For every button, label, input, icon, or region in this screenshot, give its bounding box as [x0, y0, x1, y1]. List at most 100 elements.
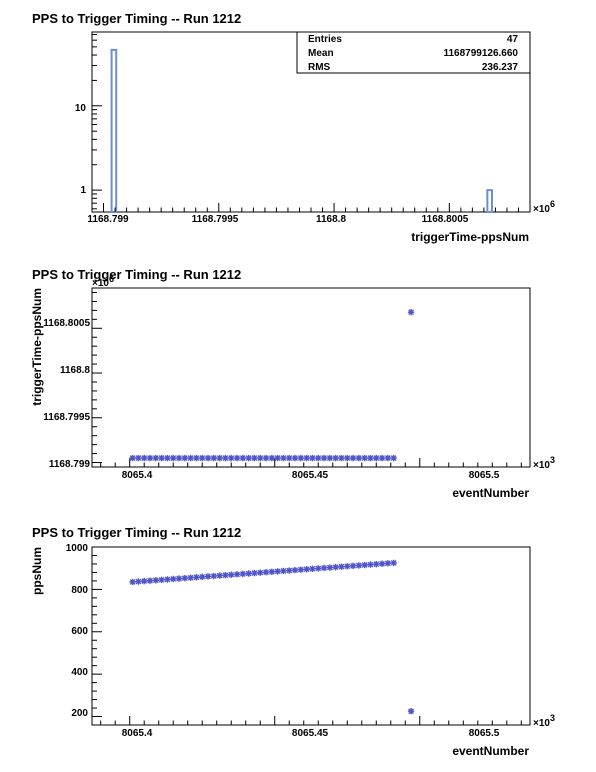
scatter-point — [332, 563, 339, 571]
scatter-point — [326, 564, 334, 571]
scatter-point — [170, 454, 177, 462]
scatter-point — [268, 454, 276, 462]
scatter-point — [286, 567, 293, 574]
scatter-point — [407, 708, 415, 715]
y-tick-label: 10 — [75, 103, 87, 114]
scatter-point — [315, 565, 322, 572]
scatter-point — [373, 560, 380, 568]
y-tick-label: 800 — [71, 585, 88, 596]
y-tick-label: 1168.8005 — [43, 318, 90, 329]
scatter-point — [245, 454, 252, 462]
pps-scatter-svg: PPS to Trigger Timing -- Run 1212 1000 8… — [30, 525, 555, 758]
scatter-point — [338, 563, 345, 570]
y-axis-title: triggerTime-ppsNum — [30, 288, 44, 406]
x-axis-title: triggerTime-ppsNum — [411, 230, 529, 244]
scatter-point — [228, 571, 235, 578]
trigger-time-scatter-svg: PPS to Trigger Timing -- Run 1212 1168.8… — [30, 267, 555, 500]
scatter-point — [309, 454, 316, 462]
scatter-point — [187, 454, 194, 462]
scatter-point — [199, 454, 206, 462]
x-tick-label: 8065.5 — [469, 470, 500, 481]
scatter-point — [146, 454, 154, 462]
scatter-point — [216, 572, 223, 579]
histogram-bar — [110, 48, 118, 214]
scatter-point — [332, 454, 339, 462]
y-axis-multiplier: ×106 — [92, 274, 114, 289]
y-tick-label: 1000 — [66, 543, 89, 554]
scatter-point — [355, 562, 363, 569]
scatter-point — [257, 569, 264, 576]
histogram-pad: PPS to Trigger Timing -- Run 1212 Entrie… — [0, 0, 596, 257]
scatter-point — [286, 454, 293, 462]
scatter-point — [175, 454, 183, 462]
scatter-point — [344, 563, 351, 570]
scatter-point — [239, 570, 247, 578]
scatter-point — [257, 454, 264, 462]
scatter-point — [210, 454, 218, 462]
scatter-point — [216, 454, 223, 462]
x-axis-title: eventNumber — [452, 744, 529, 758]
scatter-point — [193, 454, 200, 462]
scatter-point — [233, 571, 241, 578]
scatter-point — [349, 562, 357, 570]
scatter-point — [222, 571, 229, 579]
scatter-point — [141, 577, 148, 585]
x-axis-multiplier: ×103 — [533, 455, 555, 471]
stats-box: Entries 47 Mean 1168799126.660 RMS 236.2… — [296, 31, 531, 74]
y-axis-title: ppsNum — [30, 547, 44, 595]
scatter-point — [407, 308, 415, 316]
x-tick-label: 8065.5 — [469, 728, 500, 739]
x-tick-label: 8065.4 — [122, 470, 153, 481]
scatter-point — [384, 560, 392, 567]
scatter-point — [309, 565, 316, 573]
scatter-point — [361, 454, 368, 462]
x-tick-label: 8065.4 — [122, 728, 153, 739]
y-tick-label: 1168.799 — [49, 459, 91, 470]
scatter-point — [297, 566, 305, 573]
axes — [92, 291, 522, 467]
plot-frame — [91, 546, 531, 726]
scatter-point — [326, 454, 334, 462]
stats-rms-label: RMS — [308, 62, 331, 73]
scatter-point — [239, 454, 247, 462]
y-tick-label: 1168.7995 — [43, 412, 90, 423]
scatter-point — [152, 577, 160, 584]
scatter-point — [251, 569, 258, 577]
scatter-point — [164, 454, 171, 462]
scatter-point — [164, 576, 171, 583]
scatter-point — [280, 567, 287, 575]
pps-scatter-pad: PPS to Trigger Timing -- Run 1212 1000 8… — [0, 514, 596, 771]
stats-entries-value: 47 — [507, 34, 519, 45]
scatter-point — [170, 575, 177, 583]
scatter-point — [262, 569, 270, 576]
scatter-point — [320, 454, 328, 462]
x-tick-label: 1168.799 — [87, 214, 129, 225]
scatter-point — [158, 576, 165, 584]
scatter-point — [338, 454, 345, 462]
trigger-time-scatter-pad: PPS to Trigger Timing -- Run 1212 1168.8… — [0, 257, 596, 514]
chart-title: PPS to Trigger Timing -- Run 1212 — [32, 267, 241, 282]
scatter-point — [344, 454, 351, 462]
scatter-point — [378, 454, 386, 462]
scatter-point — [268, 568, 276, 575]
x-tick-label: 1168.8005 — [422, 214, 469, 225]
x-axis-multiplier: ×103 — [533, 713, 555, 729]
scatter-point — [135, 578, 142, 585]
scatter-point — [280, 454, 287, 462]
stats-mean-label: Mean — [308, 48, 334, 59]
histogram-bar — [486, 189, 493, 214]
scatter-point — [384, 454, 392, 462]
stats-mean-value: 1168799126.660 — [443, 48, 518, 59]
scatter-points — [129, 559, 415, 715]
x-tick-label: 8065.45 — [292, 728, 329, 739]
scatter-point — [233, 454, 241, 462]
scatter-point — [367, 454, 374, 462]
scatter-point — [129, 578, 136, 586]
histogram-bars — [110, 48, 493, 214]
x-axis-multiplier: ×106 — [533, 199, 555, 215]
y-tick-label: 1168.8 — [60, 365, 90, 376]
stats-entries-label: Entries — [308, 34, 342, 45]
axes — [91, 34, 519, 212]
scatter-point — [274, 454, 281, 462]
x-tick-label: 1168.8 — [316, 214, 346, 225]
